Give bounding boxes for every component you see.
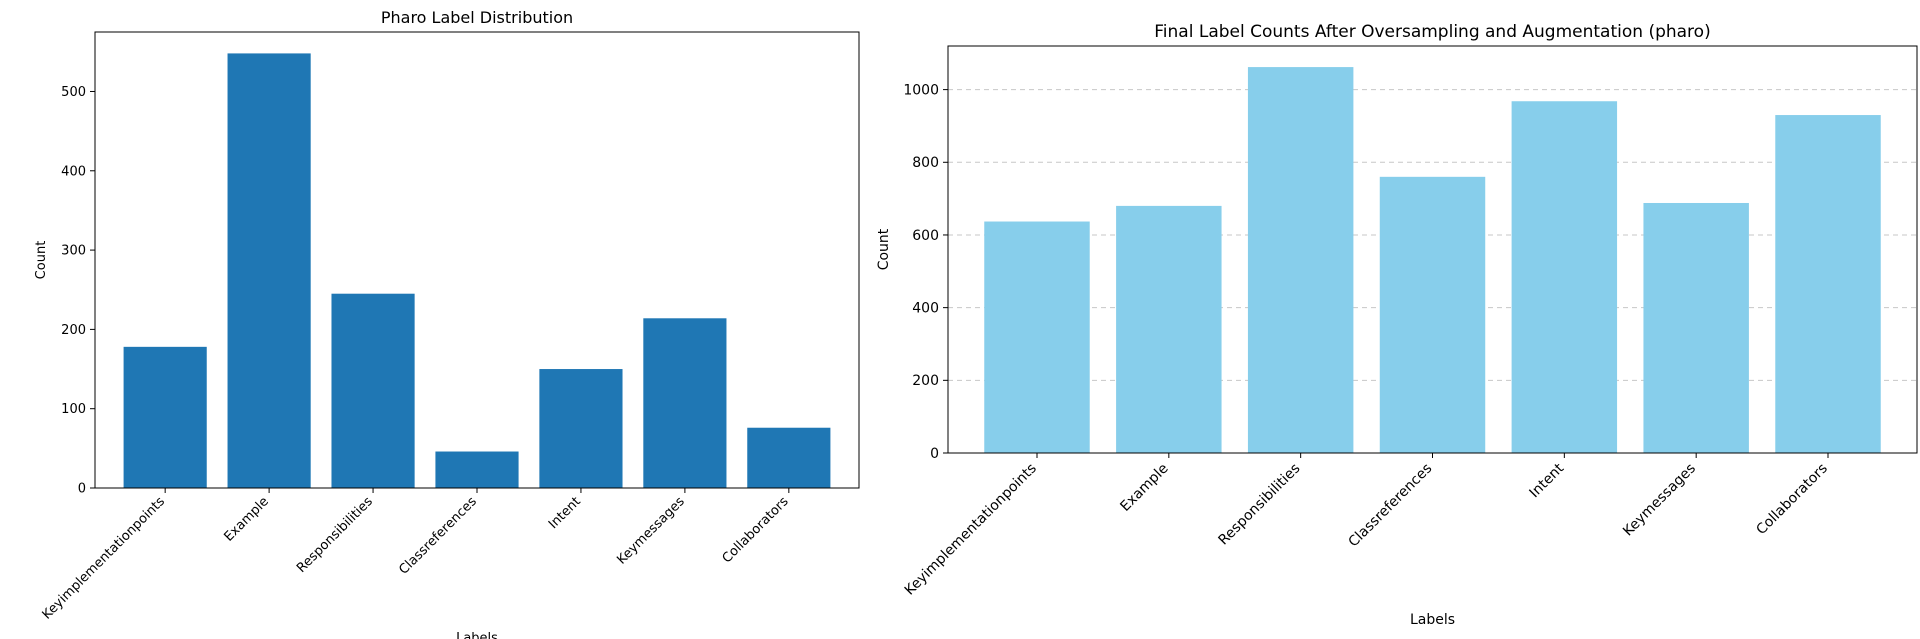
plot-frame bbox=[947, 45, 1918, 454]
chart-title: Final Label Counts After Oversampling an… bbox=[1154, 22, 1710, 42]
bar-intent bbox=[1511, 101, 1618, 453]
y-tick-label: 0 bbox=[930, 446, 939, 462]
chart-1: Keyimplementationpoints Example Responsibi… bbox=[34, 8, 860, 639]
x-tick-label: Classreferences bbox=[1346, 461, 1436, 551]
x-tick-label: Responsibilities bbox=[1216, 461, 1304, 549]
plot-frame bbox=[94, 31, 860, 489]
bar-keymessages bbox=[1643, 202, 1749, 453]
y-tick-label: 1000 bbox=[903, 83, 939, 99]
bar-responsibilities bbox=[331, 293, 415, 488]
bar-collaborators bbox=[747, 427, 831, 488]
x-tick-label: Intent bbox=[546, 494, 584, 532]
bar-keymessages bbox=[643, 318, 727, 488]
bar-keyimplementationpoints bbox=[123, 346, 207, 488]
x-tick-label: Keymessages bbox=[1620, 461, 1699, 540]
x-axis-label: Labels bbox=[456, 631, 498, 639]
x-tick-label: Example bbox=[1117, 461, 1171, 515]
x-tick-label: Keyimplementationpoints bbox=[902, 461, 1040, 599]
x-tick-label: Keyimplementationpoints bbox=[40, 494, 168, 622]
y-tick-label: 800 bbox=[912, 155, 939, 171]
y-tick-label: 0 bbox=[78, 482, 86, 497]
bar-intent bbox=[539, 369, 623, 488]
x-axis-label: Labels bbox=[1410, 612, 1455, 628]
chart-title: Pharo Label Distribution bbox=[381, 8, 573, 27]
x-tick-label: Classreferences bbox=[396, 494, 480, 578]
y-tick-label: 500 bbox=[61, 85, 86, 100]
y-tick-label: 400 bbox=[912, 301, 939, 317]
y-tick-label: 600 bbox=[912, 228, 939, 244]
bar-classreferences bbox=[435, 451, 519, 488]
bar-example bbox=[1116, 205, 1222, 453]
x-tick-label: Collaborators bbox=[1753, 461, 1830, 538]
x-tick-label: Responsibilities bbox=[294, 494, 376, 576]
y-tick-label: 300 bbox=[61, 244, 86, 259]
y-axis-label: Count bbox=[876, 228, 892, 270]
bar-example bbox=[227, 53, 311, 489]
x-tick-label: Example bbox=[221, 494, 271, 544]
y-tick-label: 100 bbox=[61, 402, 86, 417]
x-tick-label: Collaborators bbox=[720, 494, 792, 566]
y-tick-label: 200 bbox=[912, 373, 939, 389]
x-tick-label: Keymessages bbox=[614, 494, 688, 568]
bar-collaborators bbox=[1775, 115, 1881, 453]
bar-classreferences bbox=[1379, 176, 1486, 454]
y-tick-label: 400 bbox=[61, 164, 86, 179]
bar-keyimplementationpoints bbox=[984, 221, 1090, 453]
x-tick-label: Intent bbox=[1527, 460, 1568, 501]
y-tick-label: 200 bbox=[61, 323, 86, 338]
chart-2: Keyimplementationpoints Example Responsibi… bbox=[876, 22, 1918, 628]
y-axis-label: Count bbox=[34, 241, 49, 280]
bar-responsibilities bbox=[1247, 67, 1354, 453]
